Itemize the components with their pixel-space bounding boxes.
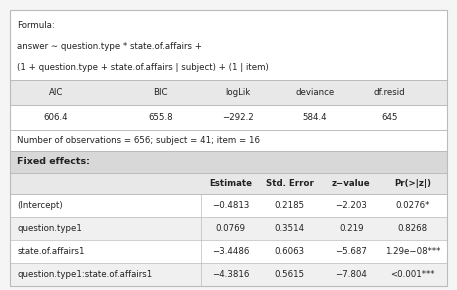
Text: state.of.affairs1: state.of.affairs1 [17, 247, 85, 256]
Text: question.type1:state.of.affairs1: question.type1:state.of.affairs1 [17, 270, 153, 279]
Text: logLik: logLik [225, 88, 250, 97]
Text: −7.804: −7.804 [335, 270, 367, 279]
Text: z−value: z−value [332, 179, 371, 188]
Text: Number of observations = 656; subject = 41; item = 16: Number of observations = 656; subject = … [17, 136, 260, 145]
Bar [11, 194, 446, 217]
Text: AIC: AIC [49, 88, 63, 97]
Bar [11, 263, 446, 286]
Bar [11, 79, 446, 105]
Bar [11, 173, 446, 194]
Text: Fixed effects:: Fixed effects: [17, 157, 90, 166]
Text: 0.8268: 0.8268 [398, 224, 427, 233]
Text: BIC: BIC [153, 88, 168, 97]
Text: 0.3514: 0.3514 [275, 224, 305, 233]
Text: Estimate: Estimate [209, 179, 252, 188]
Text: (Intercept): (Intercept) [17, 201, 63, 210]
Text: 645: 645 [382, 113, 398, 122]
Text: 0.2185: 0.2185 [275, 201, 305, 210]
Text: −292.2: −292.2 [222, 113, 254, 122]
Bar [11, 217, 446, 240]
Text: 0.0769: 0.0769 [216, 224, 246, 233]
Text: 0.6063: 0.6063 [275, 247, 305, 256]
Text: 584.4: 584.4 [303, 113, 327, 122]
Text: −4.3816: −4.3816 [212, 270, 250, 279]
Text: 0.219: 0.219 [339, 224, 363, 233]
Text: <0.001***: <0.001*** [390, 270, 435, 279]
Text: 606.4: 606.4 [43, 113, 68, 122]
Text: answer ∼ question.type * state.of.affairs +: answer ∼ question.type * state.of.affair… [17, 42, 202, 51]
Text: deviance: deviance [295, 88, 335, 97]
Text: Formula:: Formula: [17, 21, 55, 30]
Text: question.type1: question.type1 [17, 224, 82, 233]
Text: −3.4486: −3.4486 [212, 247, 250, 256]
Text: −5.687: −5.687 [335, 247, 367, 256]
Text: −2.203: −2.203 [335, 201, 367, 210]
Text: (1 + question.type + state.of.affairs | subject) + (1 | item): (1 + question.type + state.of.affairs | … [17, 63, 269, 72]
Text: 1.29e−08***: 1.29e−08*** [385, 247, 440, 256]
Text: −0.4813: −0.4813 [212, 201, 250, 210]
Text: 655.8: 655.8 [148, 113, 173, 122]
Bar [11, 105, 446, 130]
Text: 0.0276*: 0.0276* [395, 201, 430, 210]
Text: Pr(>|z|): Pr(>|z|) [394, 179, 431, 188]
Text: Std. Error: Std. Error [266, 179, 314, 188]
Bar [11, 151, 446, 173]
Text: 0.5615: 0.5615 [275, 270, 305, 279]
Text: df.resid: df.resid [374, 88, 405, 97]
Bar [11, 240, 446, 263]
Bar [11, 130, 446, 151]
